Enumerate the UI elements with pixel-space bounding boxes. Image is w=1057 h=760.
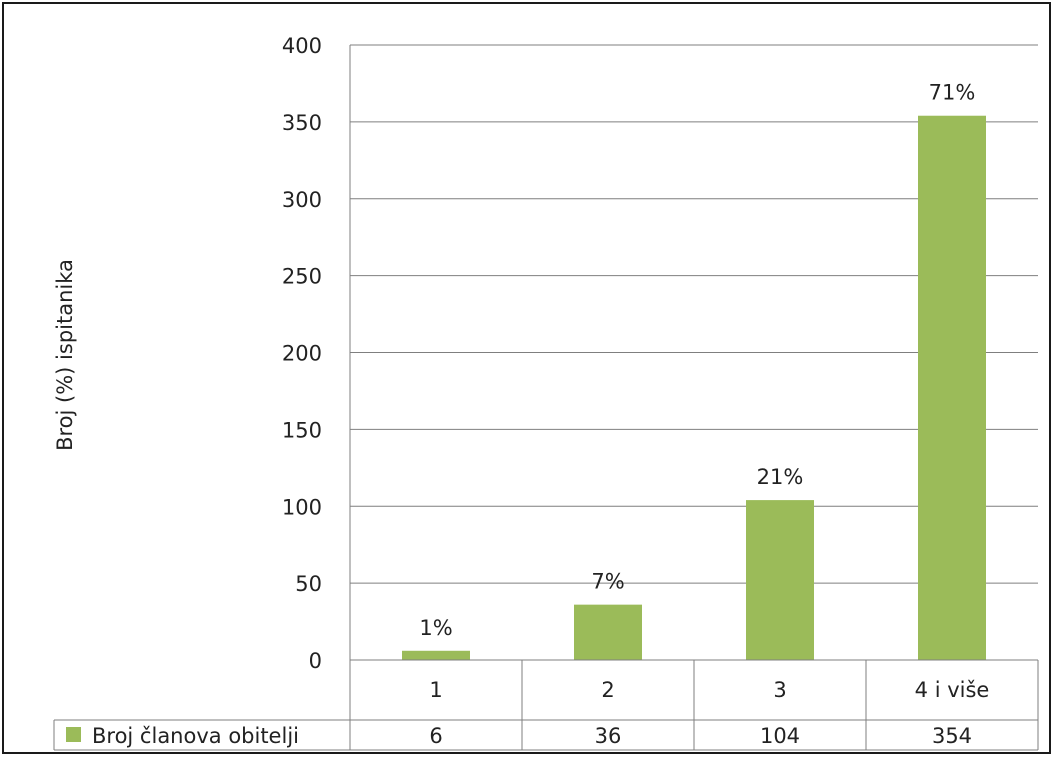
y-tick-label: 50: [295, 572, 322, 596]
y-axis-label: Broj (%) ispitanika: [53, 259, 77, 451]
y-tick-label: 200: [282, 342, 322, 366]
data-labels: 1% 7% 21% 71%: [419, 81, 975, 640]
legend-swatch: [66, 727, 81, 742]
y-tick-label: 400: [282, 34, 322, 58]
x-tick-label: 1: [429, 678, 442, 702]
legend-label: Broj članova obitelji: [92, 724, 299, 748]
data-label: 1%: [419, 616, 452, 640]
y-tick-label: 350: [282, 111, 322, 135]
y-tick-label: 250: [282, 265, 322, 289]
x-tick-label: 3: [773, 678, 786, 702]
y-axis-ticks: 0 50 100 150 200 250 300 350 400: [282, 34, 322, 673]
y-tick-label: 300: [282, 188, 322, 212]
bars: [402, 115, 986, 661]
bar-4: [918, 115, 986, 661]
bar-1: [402, 650, 470, 660]
bar-2: [574, 604, 642, 660]
table-value: 354: [932, 724, 972, 748]
data-label: 7%: [591, 570, 624, 594]
data-label: 71%: [929, 81, 976, 105]
data-label: 21%: [757, 465, 804, 489]
x-tick-label: 2: [601, 678, 614, 702]
bar-3: [746, 500, 814, 660]
data-table: 1 6 2 36 3 104 4 i više 354 Broj članova obitelj…: [53, 659, 1039, 751]
table-value: 36: [595, 724, 622, 748]
y-tick-label: 100: [282, 495, 322, 519]
y-tick-label: 0: [309, 649, 322, 673]
table-value: 104: [760, 724, 800, 748]
table-value: 6: [429, 724, 442, 748]
x-tick-label: 4 i više: [915, 678, 990, 702]
y-tick-label: 150: [282, 418, 322, 442]
